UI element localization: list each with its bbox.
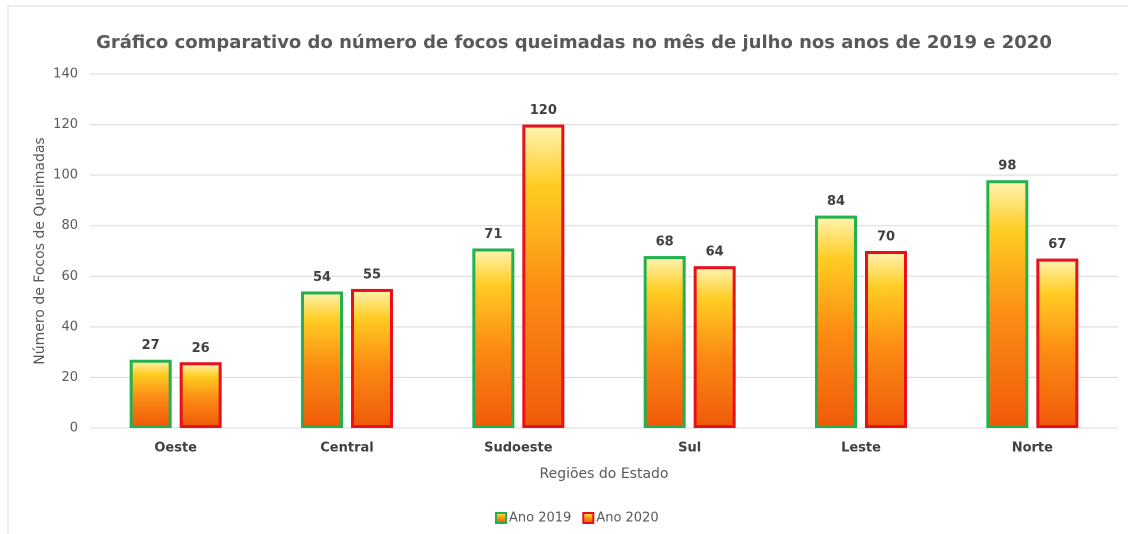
chart-title: Gráfico comparativo do número de focos q… [96,32,1052,53]
x-tick-label: Sudoeste [484,441,553,456]
data-label: 64 [706,245,724,260]
bar [522,124,565,428]
y-tick-label: 140 [53,67,78,82]
x-tick-label: Leste [841,441,881,456]
bar [643,256,686,428]
chart-border [7,5,1128,534]
y-axis-label: Número de Focos de Queimadas [32,137,48,364]
data-label: 67 [1048,237,1066,252]
data-label: 98 [998,159,1016,174]
bar [129,359,172,429]
bar [351,288,393,428]
data-label: 55 [363,267,381,282]
x-tick-label: Norte [1012,441,1053,456]
y-tick-label: 100 [53,168,78,183]
bar [179,362,222,428]
data-label: 26 [192,341,210,356]
bar [1036,258,1079,429]
data-label: 71 [484,227,502,242]
y-tick-label: 80 [61,218,78,233]
x-axis-label: Regiões do Estado [540,466,669,482]
bar [472,248,515,428]
x-tick-label: Oeste [154,441,197,456]
x-tick-label: Central [320,441,373,456]
bar [693,266,736,428]
x-tick-label: Sul [678,441,701,456]
data-label: 27 [142,338,160,353]
bar [865,251,907,428]
y-tick-label: 0 [70,421,78,436]
bar [986,180,1029,428]
bar [301,291,343,429]
legend-swatch [495,512,507,524]
y-tick-label: 120 [53,117,78,132]
data-label: 120 [530,103,557,118]
legend-label: Ano 2019 [509,511,571,526]
y-tick-label: 60 [61,269,78,284]
legend-swatch [582,512,595,524]
data-label: 84 [827,194,845,209]
bar [815,215,857,428]
legend-label: Ano 2020 [596,511,658,526]
y-tick-label: 40 [61,319,78,334]
data-label: 54 [313,270,331,285]
y-tick-label: 20 [61,370,78,385]
data-label: 70 [877,230,895,245]
data-label: 68 [656,235,674,250]
